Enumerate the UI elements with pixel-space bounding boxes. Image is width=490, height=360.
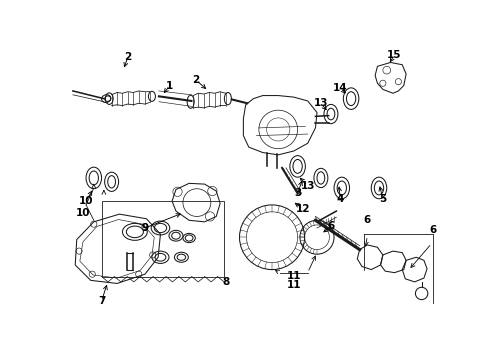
Text: 3: 3 [294, 188, 301, 198]
Text: 6: 6 [430, 225, 437, 235]
Text: 2: 2 [193, 75, 200, 85]
Text: 10: 10 [79, 196, 93, 206]
Text: 10: 10 [75, 208, 90, 218]
Text: 5: 5 [379, 194, 387, 204]
Text: 2: 2 [124, 52, 131, 62]
Text: 11: 11 [287, 280, 301, 291]
Text: 11: 11 [287, 271, 301, 281]
Text: 6: 6 [327, 221, 335, 231]
Text: 6: 6 [364, 215, 371, 225]
Text: 14: 14 [333, 83, 347, 93]
Text: 8: 8 [222, 277, 229, 287]
Text: 15: 15 [387, 50, 402, 60]
Text: 12: 12 [296, 204, 310, 214]
Text: 7: 7 [98, 296, 105, 306]
Text: 13: 13 [314, 98, 328, 108]
Text: 1: 1 [166, 81, 173, 91]
Bar [101, 201, 224, 276]
Text: 4: 4 [337, 194, 344, 204]
Text: 9: 9 [142, 223, 148, 233]
Text: 13: 13 [300, 181, 315, 191]
